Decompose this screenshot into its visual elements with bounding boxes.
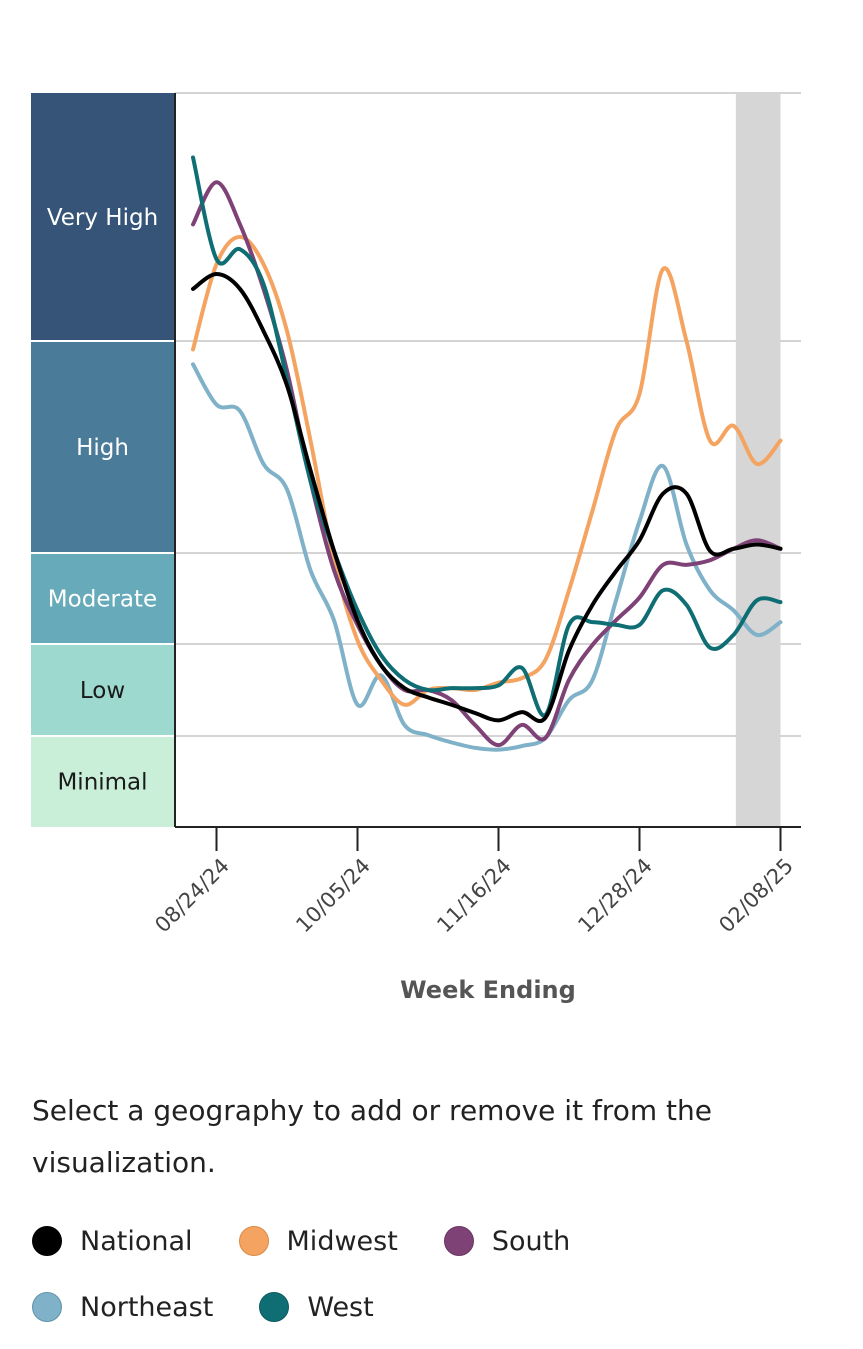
series-line-west (191, 155, 783, 718)
legend-row-2: Northeast West (32, 1274, 832, 1340)
legend-label: South (491, 1225, 571, 1257)
band-moderate (31, 553, 174, 644)
band-label-moderate: Moderate (48, 587, 157, 613)
band-minimal (31, 736, 174, 827)
x-tick-label: 12/28/24 (573, 854, 657, 938)
legend-row-1: National Midwest South (32, 1208, 832, 1274)
band-low (31, 644, 174, 736)
legend-item-northeast[interactable]: Northeast (32, 1292, 213, 1323)
band-label-very-high: Very High (47, 205, 158, 231)
band-high (31, 341, 174, 553)
legend-item-south[interactable]: South (443, 1225, 571, 1257)
x-tick-label: 08/24/24 (150, 854, 234, 938)
midwest-color-dot-icon (238, 1226, 269, 1256)
west-color-dot-icon (259, 1292, 290, 1322)
band-label-low: Low (80, 678, 125, 704)
geography-legend: National Midwest South Northeast West (32, 1208, 832, 1340)
series-lines (191, 155, 783, 752)
legend-label: Midwest (286, 1225, 398, 1257)
legend-label: West (307, 1291, 374, 1323)
legend-item-national[interactable]: National (32, 1226, 193, 1257)
series-line-national (191, 272, 783, 723)
gridlines (175, 92, 801, 737)
respiratory-activity-chart: Very High High Moderate Low Minimal 08/24/24… (31, 92, 801, 1004)
legend-instructions: Select a geography to add or remove it f… (32, 1094, 712, 1179)
band-very-high (31, 93, 174, 341)
x-tick-label: 10/05/24 (291, 854, 375, 938)
northeast-color-dot-icon (32, 1292, 62, 1322)
series-line-northeast (191, 362, 783, 752)
legend-label: National (80, 1225, 193, 1257)
incomplete-data-shaded-region (735, 93, 781, 827)
legend-item-midwest[interactable]: Midwest (238, 1225, 398, 1257)
x-tick-label: 11/16/24 (432, 854, 516, 938)
band-label-minimal: Minimal (57, 770, 147, 796)
x-axis-ticks: 08/24/24 10/05/24 11/16/24 12/28/24 02/08/25 (150, 827, 798, 937)
x-axis-title: Week Ending (400, 976, 576, 1004)
activity-level-bands: Very High High Moderate Low Minimal (31, 93, 174, 827)
national-color-dot-icon (32, 1226, 62, 1256)
series-line-midwest (191, 234, 783, 707)
x-tick-label: 02/08/25 (714, 854, 798, 938)
legend-label: Northeast (80, 1291, 214, 1323)
south-color-dot-icon (443, 1226, 474, 1256)
legend-item-west[interactable]: West (259, 1291, 374, 1323)
series-line-south (191, 180, 783, 748)
band-label-high: High (76, 435, 129, 461)
